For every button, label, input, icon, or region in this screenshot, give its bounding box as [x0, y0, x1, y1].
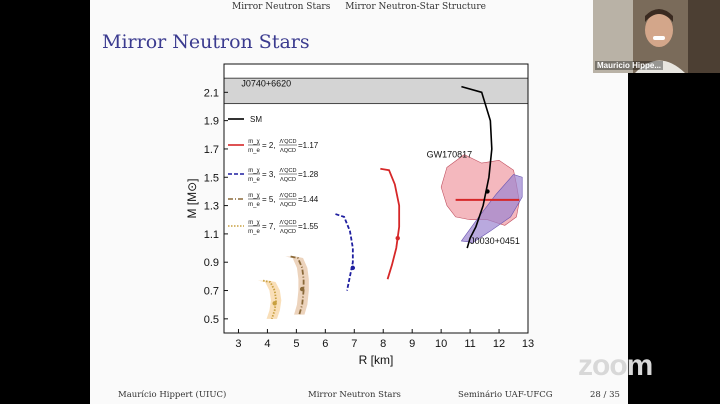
legend-lambda-num: Λ'QCD	[280, 139, 297, 145]
legend-lambda-num: Λ'QCD	[280, 168, 297, 174]
legend-lambda-den: ΛQCD	[280, 177, 296, 183]
y-tick-label: 0.7	[204, 286, 219, 298]
y-tick-label: 0.5	[204, 314, 219, 326]
y-tick-label: 2.1	[204, 87, 219, 99]
series-marker-x3	[350, 265, 356, 271]
footer-talk: Mirror Neutron Stars	[308, 390, 401, 400]
legend-text-sm: SM	[250, 115, 262, 124]
legend-lambda-value: =1.28	[298, 170, 319, 179]
section-navigation: Mirror Neutron Stars Mirror Neutron-Star…	[90, 2, 628, 12]
series-line-x3	[335, 213, 354, 291]
x-tick-label: 7	[351, 338, 357, 350]
legend-ratio-num: m_χ	[248, 139, 260, 145]
legend-ratio-den: m_e	[248, 177, 260, 183]
series-band-x7	[257, 280, 282, 319]
legend-value: = 3,	[262, 170, 276, 179]
x-tick-label: 4	[264, 338, 270, 350]
series-marker-sm	[485, 189, 490, 194]
x-tick-label: 5	[293, 338, 299, 350]
legend-lambda-value: =1.17	[298, 141, 319, 150]
series-marker-x7	[272, 301, 277, 306]
zoom-logo: zoom	[578, 349, 653, 382]
series-line-x5	[290, 255, 305, 315]
series-line-x2	[380, 167, 401, 280]
footer-event: Seminário UAF-UFCG	[458, 390, 553, 400]
y-tick-label: 1.7	[204, 144, 219, 156]
x-tick-label: 10	[435, 338, 447, 350]
legend-lambda-value: =1.44	[298, 195, 319, 204]
legend-lambda-den: ΛQCD	[280, 202, 296, 208]
x-tick-label: 9	[409, 338, 415, 350]
x-tick-label: 12	[493, 338, 505, 350]
series-line-sm	[461, 85, 493, 249]
presentation-slide: Mirror Neutron Stars Mirror Neutron-Star…	[90, 0, 628, 404]
legend-lambda-num: Λ'QCD	[280, 220, 297, 226]
legend-ratio-den: m_e	[248, 229, 260, 235]
legend-lambda-den: ΛQCD	[280, 229, 296, 235]
x-tick-label: 13	[522, 338, 534, 350]
series-marker-x5	[299, 286, 305, 292]
y-axis-label: M [M⊙]	[185, 178, 199, 218]
x-axis-label: R [km]	[359, 353, 394, 367]
legend-lambda-value: =1.55	[298, 222, 319, 231]
legend-value: = 2,	[262, 141, 276, 150]
gw170817-label: GW170817	[427, 149, 473, 159]
plot-frame	[223, 63, 529, 334]
x-tick-label: 6	[322, 338, 328, 350]
nav-section[interactable]: Mirror Neutron Stars	[232, 2, 331, 12]
legend-ratio-den: m_e	[248, 148, 260, 154]
footer-author: Maurício Hippert (UIUC)	[118, 390, 227, 400]
y-tick-label: 1.1	[204, 229, 219, 241]
legend-value: = 7,	[262, 222, 276, 231]
x-tick-label: 3	[235, 338, 241, 350]
series-marker-x2	[395, 235, 400, 241]
participant-name: Mauricio Hippe...	[595, 61, 664, 70]
y-tick-label: 1.3	[204, 201, 219, 213]
series-line-x7	[262, 279, 278, 320]
x-tick-label: 11	[464, 338, 475, 350]
mass-radius-chart: J0740+6620 GW170817 J0030+0451 3 4 5 6 7 8 9 10 11 1…	[185, 63, 534, 367]
nav-subsection[interactable]: Mirror Neutron-Star Structure	[345, 2, 486, 12]
legend-ratio-num: m_χ	[248, 220, 260, 226]
legend-lambda-num: Λ'QCD	[280, 193, 297, 199]
y-tick-label: 1.9	[204, 116, 219, 128]
participant-video-image	[593, 0, 720, 73]
y-tick-label: 1.5	[204, 172, 219, 184]
y-tick-label: 0.9	[204, 257, 219, 269]
j0740-band-label: J0740+6620	[241, 79, 291, 89]
legend-ratio-den: m_e	[248, 202, 260, 208]
legend-ratio-num: m_χ	[248, 193, 260, 199]
j0030-label: J0030+0451	[470, 236, 520, 246]
footer-page: 28 / 35	[590, 390, 620, 400]
legend-lambda-den: ΛQCD	[280, 148, 296, 154]
slide-title: Mirror Neutron Stars	[102, 31, 310, 53]
legend-ratio-num: m_χ	[248, 168, 260, 174]
legend-value: = 5,	[262, 195, 276, 204]
x-tick-label: 8	[380, 338, 386, 350]
participant-video-tile[interactable]: Mauricio Hippe...	[593, 0, 720, 73]
